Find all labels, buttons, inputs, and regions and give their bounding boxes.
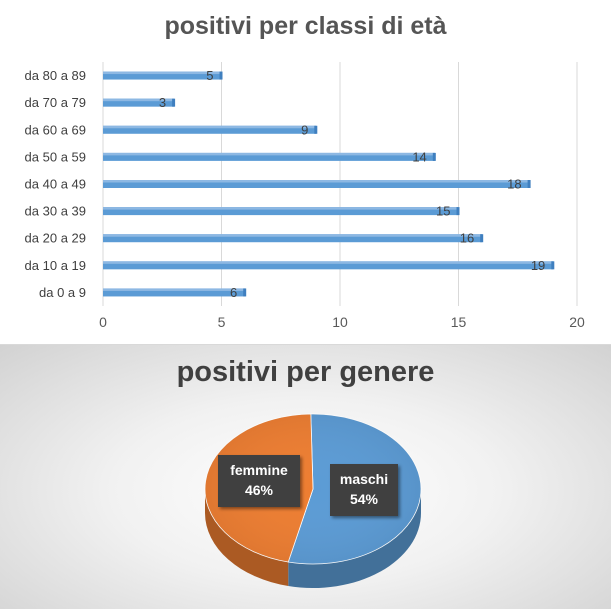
x-tick-label: 5 [218, 314, 226, 330]
y-category-label: da 60 a 69 [25, 122, 86, 137]
x-tick-label: 20 [569, 314, 585, 330]
bar-chart-panel [0, 0, 611, 344]
bar-highlight [103, 234, 483, 237]
bar-highlight [103, 152, 435, 156]
bar-chart: 0 5 10 15 20 da 80 a 89 5 da 70 a 79 3 da 60 a 69… [25, 62, 585, 330]
bar-data-label: 14 [412, 149, 426, 164]
pie-chart-title: positivi per genere [176, 356, 435, 388]
bar-data-label: 6 [230, 285, 237, 300]
y-category-label: da 50 a 59 [25, 149, 86, 164]
bar [103, 207, 459, 216]
bar-end [527, 180, 531, 188]
bar [103, 152, 435, 161]
bar [103, 71, 222, 80]
pie-label-value: 46% [245, 482, 274, 498]
bar-chart-title: positivi per classi di età [164, 12, 447, 40]
bar-end [551, 261, 555, 270]
bar-highlight [103, 207, 459, 210]
y-category-label: da 80 a 89 [25, 68, 86, 83]
x-tick-label: 0 [99, 314, 107, 330]
pie-label-box-maschi [330, 464, 398, 516]
bar-end [480, 234, 484, 243]
y-category-label: da 0 a 9 [39, 285, 86, 300]
bar-data-label: 18 [507, 177, 521, 192]
x-tick-label: 10 [332, 314, 348, 330]
bar-end [243, 288, 247, 297]
bar-highlight [103, 261, 554, 264]
pie-side-maschi [288, 489, 421, 588]
pie-side-femmine [205, 489, 289, 587]
y-category-label: da 70 a 79 [25, 95, 86, 110]
bar-data-label: 19 [531, 258, 545, 273]
bar-data-label: 16 [460, 231, 474, 246]
bar-highlight [103, 180, 530, 183]
bar-end [172, 98, 176, 107]
bar [103, 234, 483, 243]
pie-label-box-femmine [218, 455, 300, 507]
x-tick-label: 15 [451, 314, 467, 330]
bar-end [456, 207, 460, 216]
bar-end [314, 125, 318, 134]
bar [103, 180, 530, 188]
pie-label-value: 54% [350, 491, 379, 507]
bar-highlight [103, 288, 246, 291]
bar [103, 125, 317, 134]
bar [103, 288, 246, 297]
bar-highlight [103, 98, 175, 102]
pie-label-name: maschi [340, 471, 388, 487]
bar [103, 98, 175, 107]
bar-data-label: 15 [436, 204, 450, 219]
y-category-label: da 30 a 39 [25, 204, 86, 219]
bar-data-label: 9 [301, 122, 308, 137]
y-category-label: da 10 a 19 [25, 258, 86, 273]
bar-highlight [103, 125, 317, 129]
y-category-label: da 40 a 49 [25, 177, 86, 192]
pie-shading [205, 414, 421, 564]
bar-end [219, 71, 223, 80]
bar [103, 261, 554, 270]
bar-end [432, 152, 436, 161]
bar-highlight [103, 71, 222, 75]
pie-chart: maschi 54% femmine 46% [204, 413, 422, 588]
y-category-label: da 20 a 29 [25, 231, 86, 246]
pie-label-name: femmine [230, 462, 288, 478]
bar-data-label: 3 [159, 95, 166, 110]
bar-data-label: 5 [206, 68, 213, 83]
